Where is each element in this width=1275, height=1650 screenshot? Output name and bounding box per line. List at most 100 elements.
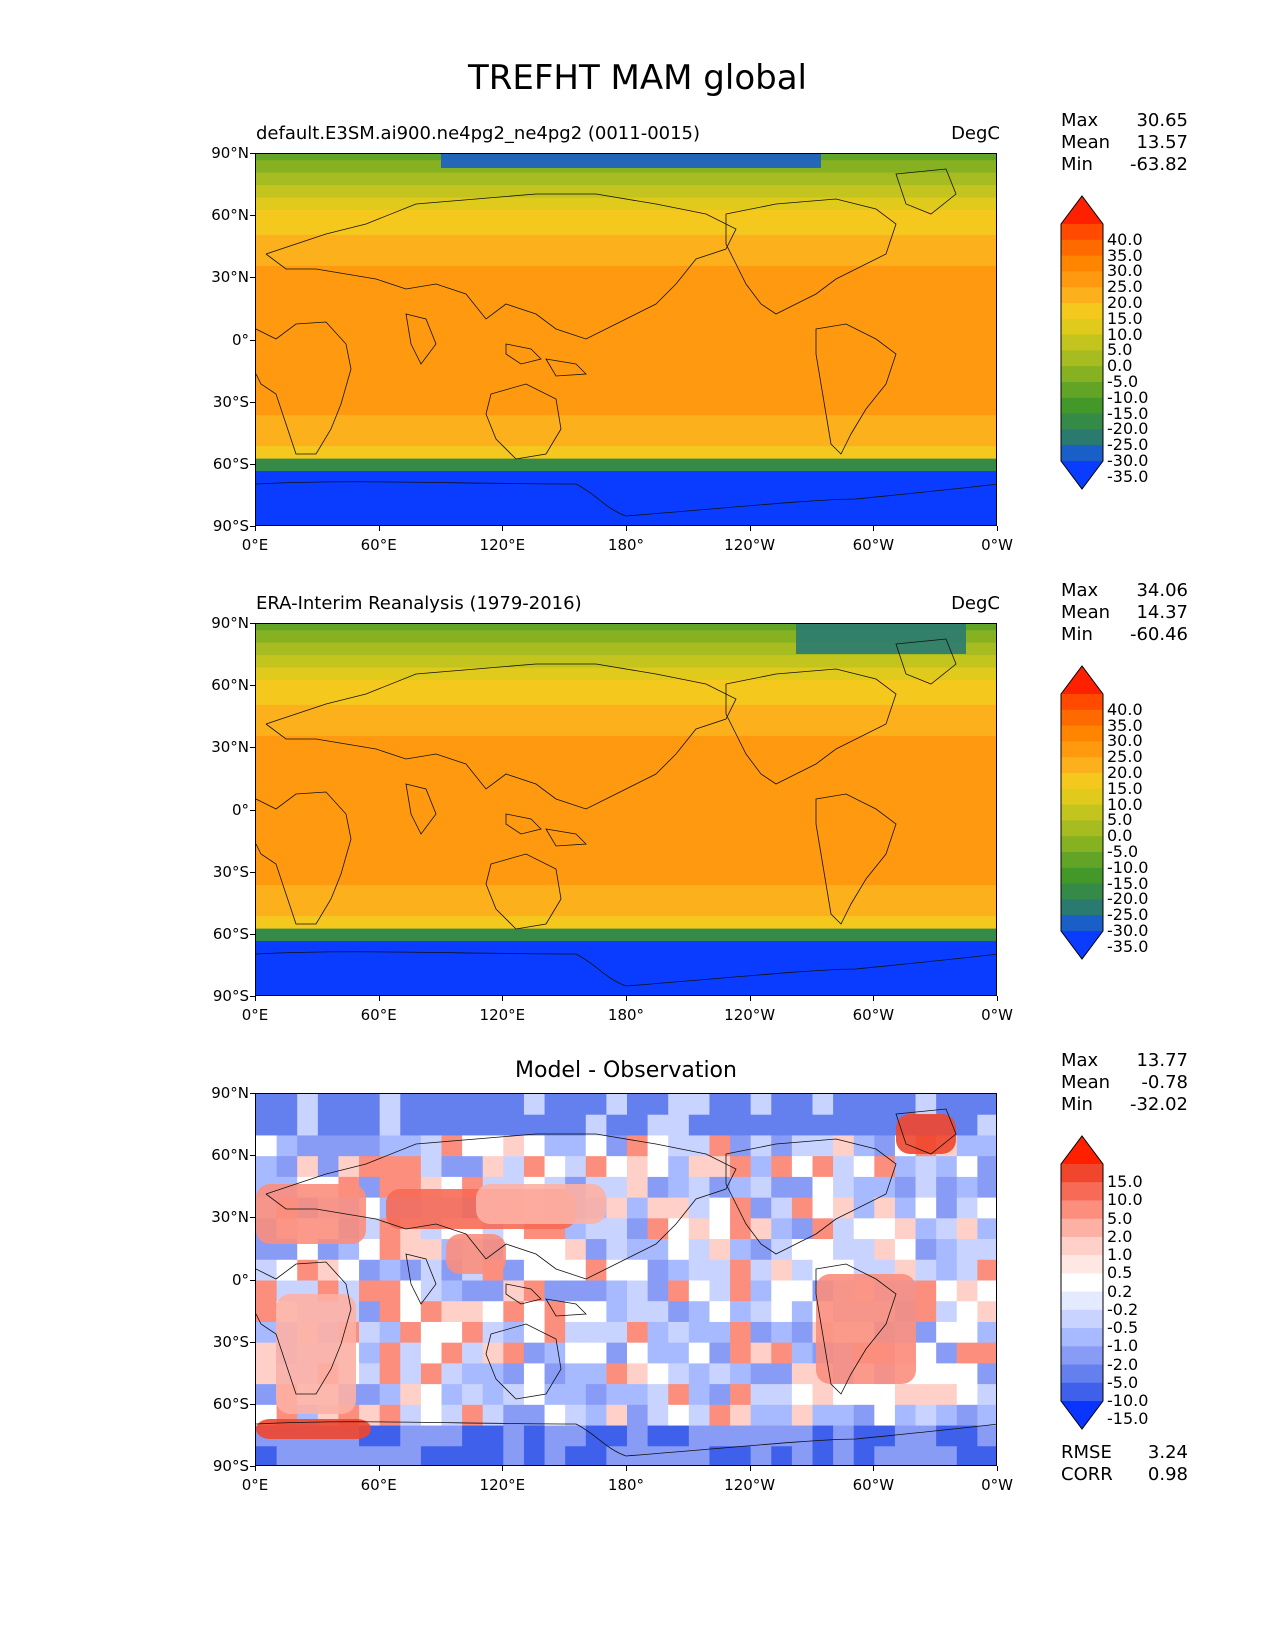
colorbar-segment xyxy=(1061,725,1103,742)
difference-cell xyxy=(894,1384,917,1406)
difference-cell xyxy=(256,1135,278,1157)
lon-tick-mark xyxy=(997,1466,998,1471)
difference-cell xyxy=(709,1363,731,1385)
difference-cell xyxy=(853,1446,875,1465)
latitude-band xyxy=(256,642,996,650)
difference-cell xyxy=(936,1425,958,1447)
difference-cell xyxy=(647,1156,669,1178)
difference-cell xyxy=(668,1301,690,1323)
difference-cell xyxy=(256,1342,278,1364)
latitude-band xyxy=(256,748,996,756)
colorbar-tick-label: 10.0 xyxy=(1107,324,1143,344)
colorbar-segment xyxy=(1061,1164,1103,1183)
difference-cell xyxy=(627,1425,649,1447)
latitude-band xyxy=(256,371,996,379)
difference-cell xyxy=(338,1156,360,1178)
difference-cell xyxy=(812,1156,834,1178)
difference-cell xyxy=(462,1384,484,1406)
difference-cell xyxy=(668,1404,690,1427)
latitude-band xyxy=(256,698,996,706)
difference-cell xyxy=(894,1094,917,1116)
colorbar-segment xyxy=(1061,397,1103,415)
difference-cell xyxy=(915,1156,937,1178)
colorbar-tick-label: -10.0 xyxy=(1107,387,1149,407)
difference-cell xyxy=(894,1156,917,1178)
difference-cell xyxy=(750,1176,772,1199)
difference-cell xyxy=(565,1114,587,1136)
difference-cell xyxy=(709,1259,731,1281)
latitude-band xyxy=(256,365,996,373)
difference-cell xyxy=(503,1135,525,1157)
difference-cell xyxy=(441,1280,463,1302)
lon-tick-label: 0°W xyxy=(981,1476,1013,1494)
latitude-band xyxy=(256,791,996,800)
difference-cell xyxy=(400,1301,422,1323)
colorbar-tick-label: 35.0 xyxy=(1107,245,1143,265)
lon-tick-mark xyxy=(255,996,256,1001)
difference-cell xyxy=(791,1176,813,1199)
difference-cell xyxy=(400,1239,422,1261)
difference-cell xyxy=(730,1239,752,1261)
colorbar-tick-label: 0.0 xyxy=(1107,356,1133,376)
difference-cell xyxy=(379,1259,401,1281)
lat-tick-mark xyxy=(250,623,255,624)
difference-cell xyxy=(544,1321,566,1344)
colorbar-tick-label: -2.0 xyxy=(1107,1354,1139,1374)
warm-anomaly xyxy=(896,1114,956,1154)
difference-cell xyxy=(750,1384,772,1406)
difference-cell xyxy=(606,1363,628,1385)
difference-cell xyxy=(688,1384,710,1406)
difference-cell xyxy=(400,1094,422,1116)
difference-cell xyxy=(544,1259,566,1281)
latitude-band xyxy=(256,321,996,330)
difference-cell xyxy=(853,1404,875,1427)
difference-cell xyxy=(668,1280,690,1302)
difference-cell xyxy=(977,1218,996,1240)
colorbar-tick-label: -5.0 xyxy=(1107,372,1139,391)
difference-cell xyxy=(585,1321,607,1344)
difference-cell xyxy=(585,1301,607,1323)
difference-cell xyxy=(379,1094,401,1116)
difference-cell xyxy=(462,1094,484,1116)
colorbar-segment xyxy=(1061,1328,1103,1347)
difference-cell xyxy=(523,1094,546,1116)
lat-tick-mark xyxy=(250,996,255,997)
difference-cell xyxy=(791,1094,813,1116)
colorbar-graphic xyxy=(1060,665,1104,960)
latitude-band xyxy=(256,172,996,180)
difference-cell xyxy=(420,1114,442,1136)
difference-cell xyxy=(338,1259,360,1281)
difference-cell xyxy=(441,1156,463,1178)
lat-tick-label: 90°S xyxy=(212,517,249,535)
difference-cell xyxy=(544,1156,566,1178)
difference-cell xyxy=(379,1114,401,1136)
colorbar-segment xyxy=(1061,429,1103,446)
difference-cell xyxy=(276,1156,298,1178)
difference-cell xyxy=(771,1197,793,1219)
stat-label: RMSE xyxy=(1061,1442,1112,1463)
latitude-band xyxy=(256,785,996,793)
difference-cell xyxy=(874,1384,896,1406)
difference-cell xyxy=(936,1197,958,1219)
colorbar-tick-label: 5.0 xyxy=(1107,810,1133,830)
difference-cell xyxy=(750,1239,772,1261)
lat-tick-label: 30°S xyxy=(212,392,249,411)
lon-tick-mark xyxy=(255,1466,256,1471)
lat-tick-mark xyxy=(250,809,255,811)
difference-cell xyxy=(503,1446,525,1465)
difference-cell xyxy=(668,1259,690,1281)
latitude-band xyxy=(256,847,996,856)
difference-cell xyxy=(956,1425,978,1447)
lon-tick-label: 0°W xyxy=(981,1006,1013,1024)
coastline xyxy=(265,193,737,340)
latitude-band xyxy=(256,377,996,386)
difference-cell xyxy=(956,1218,978,1240)
coastline xyxy=(256,321,352,455)
difference-cell xyxy=(627,1259,649,1281)
warm-anomaly xyxy=(476,1184,606,1224)
lat-tick-mark xyxy=(250,871,255,873)
difference-cell xyxy=(647,1342,669,1364)
difference-cell xyxy=(874,1197,896,1219)
difference-cell xyxy=(668,1363,690,1385)
latitude-band xyxy=(256,742,996,750)
